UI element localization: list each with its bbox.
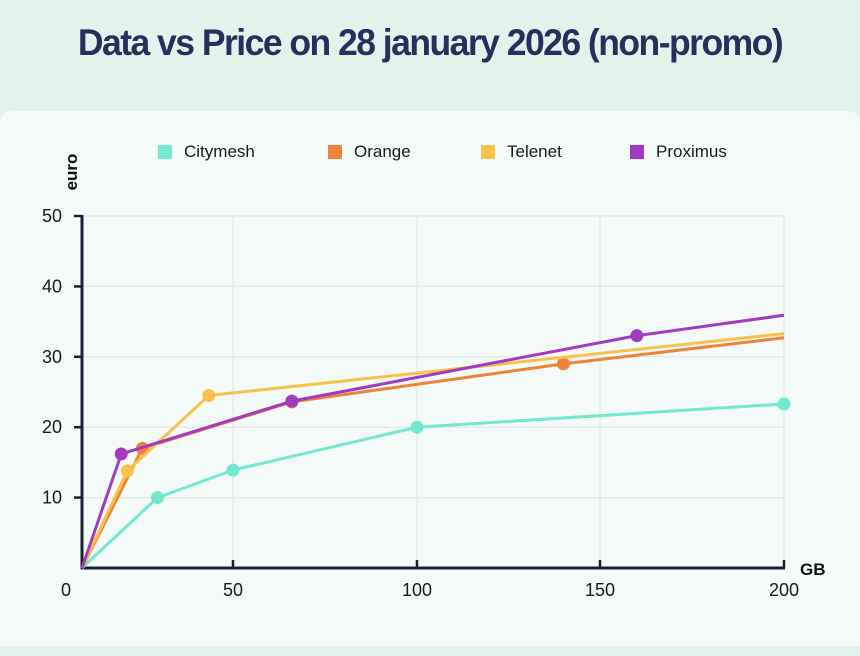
legend-label-proximus: Proximus: [656, 142, 727, 161]
point-proximus: [630, 329, 644, 343]
y-tick-label: 20: [42, 417, 62, 437]
legend-label-citymesh: Citymesh: [184, 142, 255, 161]
point-proximus: [114, 447, 128, 461]
point-citymesh: [777, 397, 791, 411]
x-tick-label: 50: [223, 580, 243, 600]
y-tick-label: 50: [42, 206, 62, 226]
line-citymesh: [80, 402, 785, 570]
point-proximus: [285, 394, 299, 408]
y-tick-label: 30: [42, 347, 62, 367]
line-telenet: [80, 332, 785, 569]
legend-swatch-proximus: [630, 145, 644, 159]
y-axis-title: euro: [62, 154, 81, 191]
y-tick-label: 10: [42, 488, 62, 508]
line-proximus: [80, 313, 785, 569]
legend-label-telenet: Telenet: [507, 142, 562, 161]
series-group: [80, 313, 791, 570]
axes: 10 20 30 40 50 0 50 100 150 200: [42, 206, 799, 600]
x-tick-label: 0: [61, 580, 71, 600]
legend: Citymesh Orange Telenet Proximus: [0, 142, 860, 166]
x-tick-label: 150: [585, 580, 615, 600]
legend-swatch-citymesh: [158, 145, 172, 159]
chart-card: [0, 111, 860, 646]
point-orange: [556, 357, 570, 371]
x-tick-label: 200: [769, 580, 799, 600]
legend-item-citymesh: Citymesh: [158, 142, 255, 162]
point-telenet: [120, 464, 134, 478]
point-citymesh: [226, 463, 240, 477]
legend-item-orange: Orange: [328, 142, 411, 162]
legend-swatch-telenet: [481, 145, 495, 159]
point-telenet: [202, 389, 216, 403]
legend-swatch-orange: [328, 145, 342, 159]
point-citymesh: [410, 420, 424, 434]
legend-label-orange: Orange: [354, 142, 411, 161]
y-tick-label: 40: [42, 276, 62, 296]
legend-item-proximus: Proximus: [630, 142, 727, 162]
point-citymesh: [151, 491, 164, 505]
grid: [82, 215, 785, 568]
x-tick-label: 100: [402, 580, 432, 600]
x-axis-title: GB: [800, 560, 826, 579]
legend-item-telenet: Telenet: [481, 142, 562, 162]
chart-title: Data vs Price on 28 january 2026 (non-pr…: [77, 22, 784, 63]
